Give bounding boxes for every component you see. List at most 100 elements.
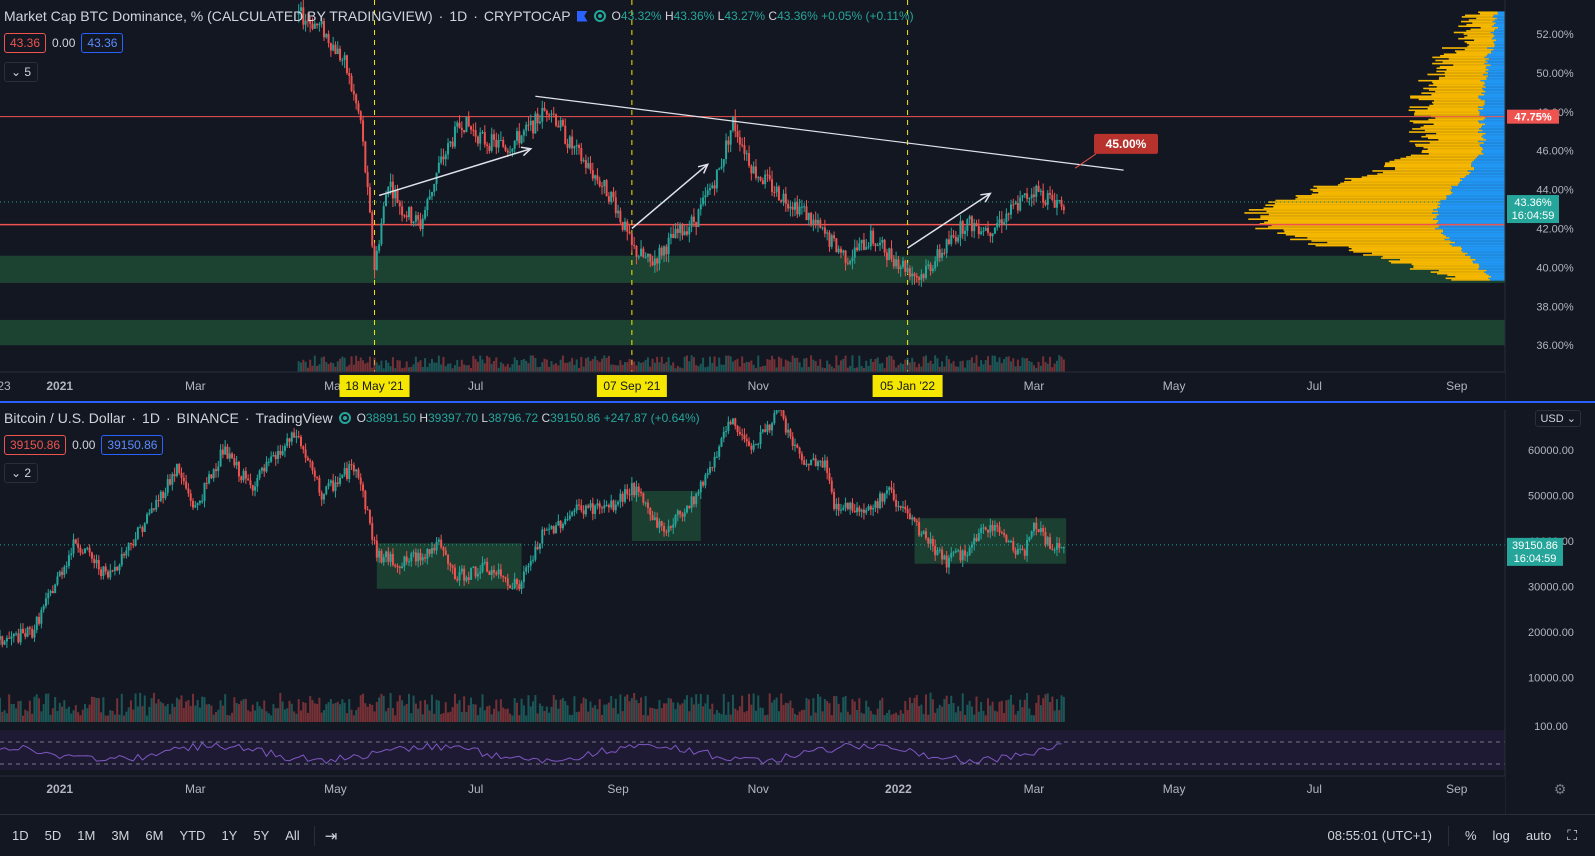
volume-profile-bar xyxy=(1486,67,1505,69)
btc-interval[interactable]: 1D xyxy=(142,410,160,426)
candle-body xyxy=(845,251,847,263)
volume-profile-bar xyxy=(1442,47,1487,49)
candle-body xyxy=(576,505,578,511)
volume-bar xyxy=(4,710,6,722)
x-tick-label: Mar xyxy=(1024,379,1045,393)
btc-buy-value[interactable]: 39150.86 xyxy=(101,435,163,455)
candle-body xyxy=(900,506,902,508)
volume-profile-bar xyxy=(1433,83,1485,85)
candle-body xyxy=(208,474,210,483)
volume-profile-bar xyxy=(1443,61,1488,63)
candle-body xyxy=(452,142,454,147)
dominance-buy-value[interactable]: 43.36 xyxy=(81,33,123,53)
timeframe-5d[interactable]: 5D xyxy=(45,828,62,843)
timeframe-3m[interactable]: 3M xyxy=(111,828,129,843)
volume-bar xyxy=(1008,356,1010,372)
volume-bar xyxy=(624,362,626,372)
volume-bar xyxy=(884,715,886,722)
y-tick-label: 38.00% xyxy=(1536,301,1574,313)
indicators-collapse-button[interactable]: ⌄ 5 xyxy=(4,62,38,82)
candle-body xyxy=(337,482,339,483)
candle-body xyxy=(670,234,672,238)
btc-sell-value[interactable]: 39150.86 xyxy=(4,435,66,455)
eye-icon[interactable] xyxy=(339,412,351,424)
candle-body xyxy=(442,157,444,160)
volume-bar xyxy=(1033,365,1035,372)
volume-profile-bar xyxy=(1485,103,1505,105)
volume-bar xyxy=(160,702,162,722)
candle-body xyxy=(895,259,897,266)
volume-bar xyxy=(622,365,624,372)
candle-body xyxy=(727,422,729,431)
volume-bar xyxy=(1012,705,1014,722)
timeframe-1y[interactable]: 1Y xyxy=(221,828,237,843)
volume-bar xyxy=(1026,358,1028,372)
candle-body xyxy=(541,530,543,544)
volume-profile-bar xyxy=(1488,53,1505,55)
indicators-collapse-button[interactable]: ⌄ 2 xyxy=(4,463,38,483)
volume-bar xyxy=(516,360,518,372)
volume-bar xyxy=(585,699,587,722)
volume-bar xyxy=(468,365,470,372)
timeframe-ytd[interactable]: YTD xyxy=(179,828,205,843)
volume-profile-bar xyxy=(1462,16,1493,18)
candle-body xyxy=(1049,193,1051,195)
eye-icon[interactable] xyxy=(594,10,606,22)
dominance-chart[interactable]: 45.00%52.00%50.00%48.00%46.00%44.00%42.0… xyxy=(0,0,1595,409)
candle-body xyxy=(75,539,77,543)
volume-bar xyxy=(102,697,104,722)
timeframe-5y[interactable]: 5Y xyxy=(253,828,269,843)
candle-body xyxy=(776,410,778,413)
candle-body xyxy=(233,458,235,465)
volume-bar xyxy=(858,356,860,372)
settings-gear-icon: ⚙ xyxy=(1554,782,1567,798)
auto-toggle[interactable]: auto xyxy=(1526,828,1551,843)
volume-bar xyxy=(40,711,42,722)
candle-body xyxy=(562,524,564,528)
volume-bar xyxy=(560,360,562,372)
flag-icon[interactable] xyxy=(577,11,588,22)
candle-body xyxy=(217,466,219,471)
clock-display[interactable]: 08:55:01 (UTC+1) xyxy=(1328,828,1432,843)
volume-bar xyxy=(268,713,270,722)
timeframe-1d[interactable]: 1D xyxy=(12,828,29,843)
candle-body xyxy=(567,144,569,148)
percent-toggle[interactable]: % xyxy=(1465,828,1477,843)
candle-body xyxy=(259,471,261,478)
log-toggle[interactable]: log xyxy=(1493,828,1510,843)
candle-body xyxy=(652,262,654,265)
candle-body xyxy=(996,525,998,526)
volume-bar xyxy=(346,713,348,722)
volume-bar xyxy=(300,710,302,722)
volume-bar xyxy=(943,699,945,722)
volume-profile-bar xyxy=(1437,86,1486,88)
dominance-interval[interactable]: 1D xyxy=(449,8,467,24)
candle-body xyxy=(369,187,371,212)
candle-body xyxy=(174,474,176,476)
candle-body xyxy=(950,235,952,244)
dominance-pane[interactable]: 45.00%52.00%50.00%48.00%46.00%44.00%42.0… xyxy=(0,0,1595,409)
fullscreen-icon[interactable]: ⛶ xyxy=(1567,827,1577,844)
volume-bar xyxy=(107,716,109,722)
volume-profile-bar xyxy=(1432,63,1484,65)
pane-divider[interactable] xyxy=(0,401,1595,403)
btc-pane[interactable]: 60000.0050000.0040000.0030000.0020000.00… xyxy=(0,410,1595,814)
timeframe-6m[interactable]: 6M xyxy=(145,828,163,843)
candle-body xyxy=(847,503,849,509)
candle-body xyxy=(523,130,525,135)
dominance-sell-value[interactable]: 43.36 xyxy=(4,33,46,53)
volume-bar xyxy=(824,699,826,722)
timeframe-all[interactable]: All xyxy=(285,828,299,843)
currency-select[interactable]: USD ⌄ xyxy=(1535,410,1581,427)
btc-chart[interactable]: 60000.0050000.0040000.0030000.0020000.00… xyxy=(0,410,1595,814)
candle-body xyxy=(226,447,228,459)
candle-body xyxy=(337,49,339,54)
timeframe-1m[interactable]: 1M xyxy=(77,828,95,843)
candle-body xyxy=(645,257,647,258)
candle-body xyxy=(879,243,881,245)
volume-bar xyxy=(665,362,667,372)
volume-bar xyxy=(773,359,775,372)
candle-body xyxy=(1001,219,1003,224)
date-range-icon[interactable]: ⇥ xyxy=(325,827,338,845)
candle-body xyxy=(739,432,741,434)
